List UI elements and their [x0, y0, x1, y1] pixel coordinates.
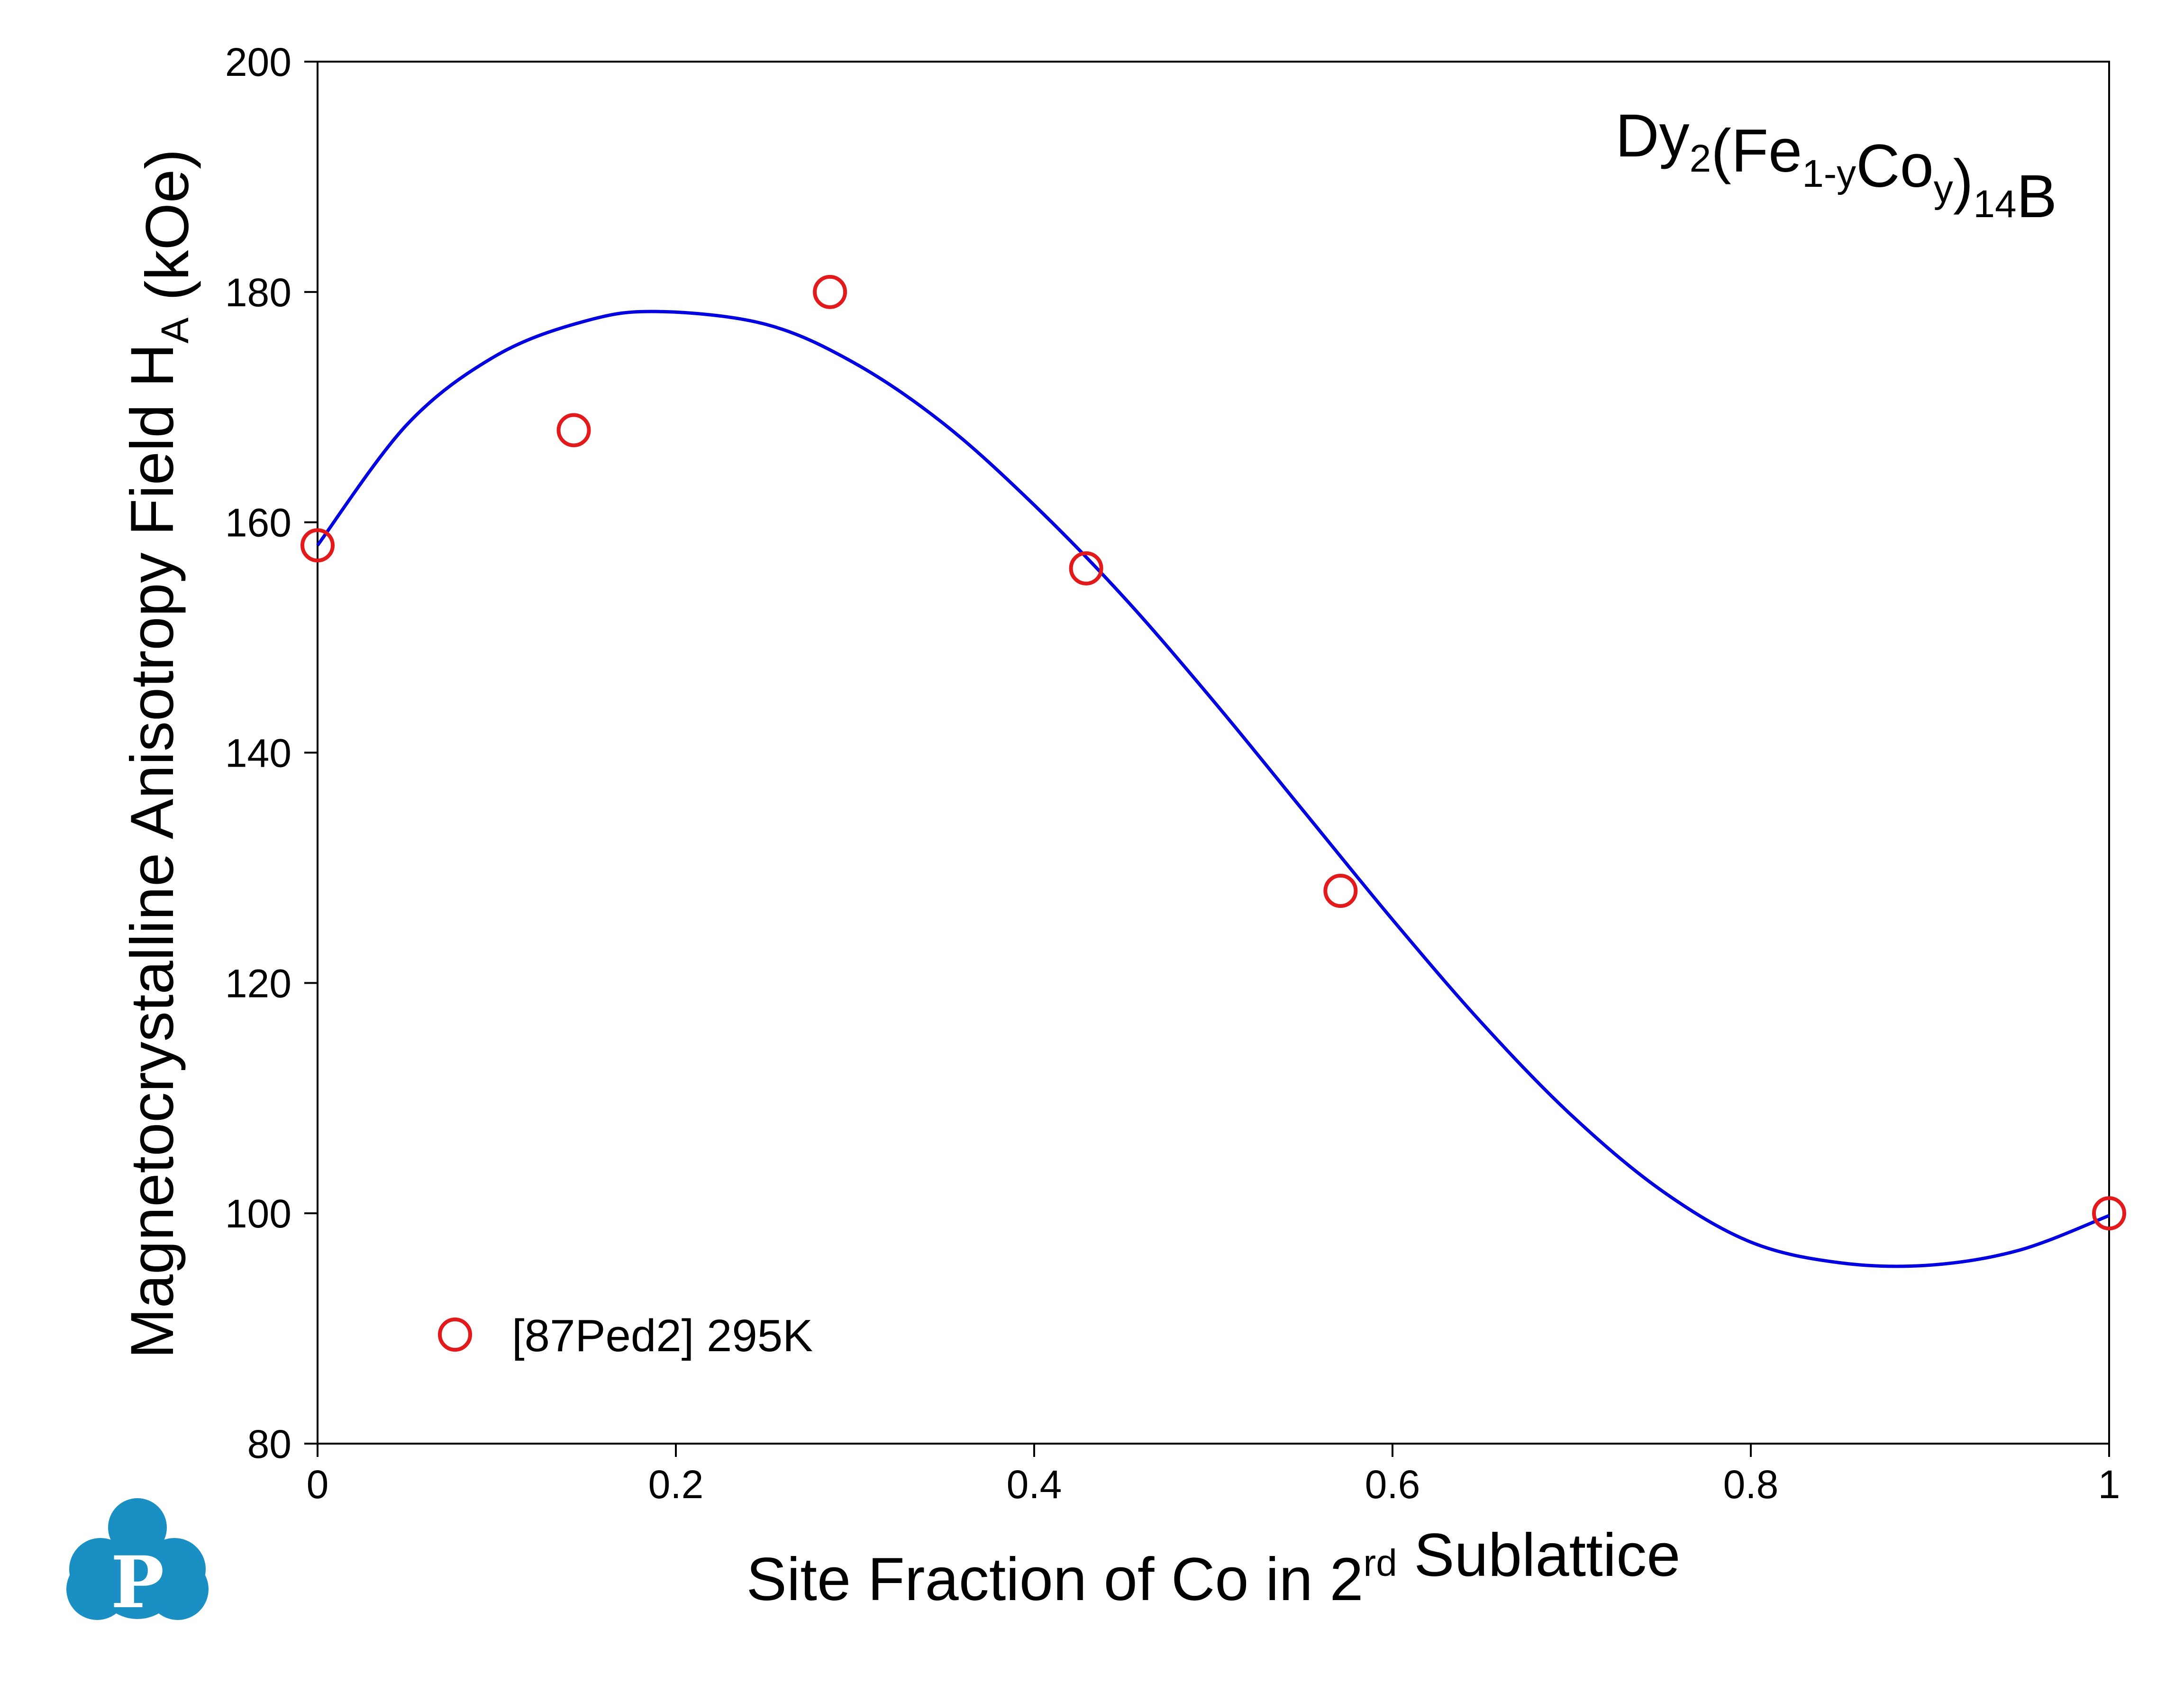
- data-point: [300, 528, 335, 563]
- logo-lobe-bottom-right: [147, 1558, 209, 1620]
- legend-label: [87Ped2] 295K: [512, 1310, 813, 1361]
- x-axis-ticks: 0 0.2 0.4 0.6 0.8 1: [307, 1444, 2120, 1507]
- y-tick-label: 160: [225, 501, 291, 545]
- x-tick-label: 0.6: [1365, 1462, 1420, 1507]
- legend: [87Ped2] 295K: [438, 1310, 813, 1361]
- x-tick-label: 0.8: [1723, 1462, 1779, 1507]
- data-point: [1323, 874, 1358, 908]
- logo-letter: P: [111, 1541, 164, 1624]
- y-axis-title: Magnetocrystalline Anisotropy Field HA (…: [118, 149, 201, 1359]
- x-tick-label: 1: [2098, 1462, 2120, 1507]
- data-point: [1069, 551, 1103, 586]
- legend-marker: [438, 1318, 472, 1352]
- data-point: [813, 275, 847, 309]
- compound-label: Dy2(Fe1-yCoy)14B: [1615, 102, 2057, 230]
- x-tick-label: 0.2: [648, 1462, 704, 1507]
- data-point: [556, 413, 591, 448]
- y-tick-label: 200: [225, 40, 291, 84]
- y-tick-label: 120: [225, 961, 291, 1006]
- calculated-curve: [316, 310, 2110, 1268]
- y-tick-label: 140: [225, 731, 291, 776]
- x-tick-label: 0.4: [1007, 1462, 1062, 1507]
- x-tick-label: 0: [307, 1462, 329, 1507]
- y-tick-label: 80: [247, 1422, 291, 1466]
- plot-frame: [317, 61, 2110, 1445]
- y-axis-ticks: 80 100 120 140 160 180 200: [225, 40, 318, 1466]
- points-layer: [300, 275, 2126, 1231]
- data-point: [2092, 1196, 2126, 1231]
- y-tick-label: 100: [225, 1191, 291, 1236]
- curve-layer: [316, 310, 2110, 1268]
- p-logo-icon: P: [66, 1498, 209, 1624]
- y-tick-label: 180: [225, 270, 291, 315]
- logo-lobe-bottom-left: [66, 1558, 128, 1620]
- x-axis-title: Site Fraction of Co in 2rd Sublattice: [746, 1521, 1681, 1613]
